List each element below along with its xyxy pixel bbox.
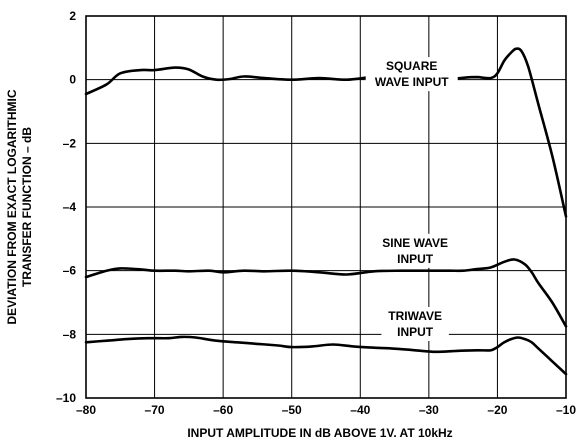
x-tick-label: –80 bbox=[76, 403, 96, 417]
y-tick-label: 0 bbox=[69, 73, 76, 87]
series-line-2 bbox=[84, 335, 568, 376]
x-tick-label: –20 bbox=[487, 403, 507, 417]
series-label-1: INPUT bbox=[397, 252, 434, 266]
series-label-backing bbox=[373, 233, 458, 268]
series-label-2: TRIWAVE bbox=[388, 309, 442, 323]
x-tick-label: –30 bbox=[419, 403, 439, 417]
y-axis-label: DEVIATION FROM EXACT LOGARITHMIC TRANSFER… bbox=[5, 89, 34, 324]
x-tick-label: –40 bbox=[350, 403, 370, 417]
series-label-0: SQUARE bbox=[386, 59, 437, 73]
plot-frame bbox=[85, 15, 567, 399]
x-axis-label: INPUT AMPLITUDE IN dB ABOVE 1V. AT 10kHz bbox=[187, 426, 452, 440]
y-tick-labels: –10 –8 –6 –4 –2 0 2 bbox=[56, 9, 76, 405]
series-labels: SQUARE WAVE INPUT SINE WAVE INPUT TRIWAVE INP… bbox=[365, 57, 458, 342]
series-label-0: WAVE INPUT bbox=[375, 75, 449, 89]
series-line-1 bbox=[84, 258, 568, 328]
series-line-0 bbox=[84, 47, 568, 218]
series-label-2: INPUT bbox=[397, 325, 434, 339]
x-tick-label: –50 bbox=[282, 403, 302, 417]
x-tick-labels: –80 –70 –60 –50 –40 –30 –20 –10 bbox=[76, 403, 576, 417]
y-tick-label: –8 bbox=[63, 327, 77, 341]
y-tick-label: –10 bbox=[56, 391, 76, 405]
y-tick-label: –4 bbox=[63, 200, 77, 214]
x-tick-label: –70 bbox=[145, 403, 165, 417]
series-label-backing bbox=[365, 57, 458, 92]
y-axis-label-line: DEVIATION FROM EXACT LOGARITHMIC bbox=[5, 89, 19, 324]
grid bbox=[85, 15, 567, 399]
y-axis-label-line: TRANSFER FUNCTION – dB bbox=[20, 127, 34, 287]
x-tick-label: –10 bbox=[556, 403, 576, 417]
series-label-backing bbox=[381, 307, 449, 342]
y-tick-label: 2 bbox=[69, 9, 76, 23]
series-lines bbox=[84, 47, 568, 376]
series-label-1: SINE WAVE bbox=[382, 236, 448, 250]
y-tick-label: –6 bbox=[63, 264, 77, 278]
y-tick-label: –2 bbox=[63, 136, 77, 150]
x-tick-label: –60 bbox=[213, 403, 233, 417]
